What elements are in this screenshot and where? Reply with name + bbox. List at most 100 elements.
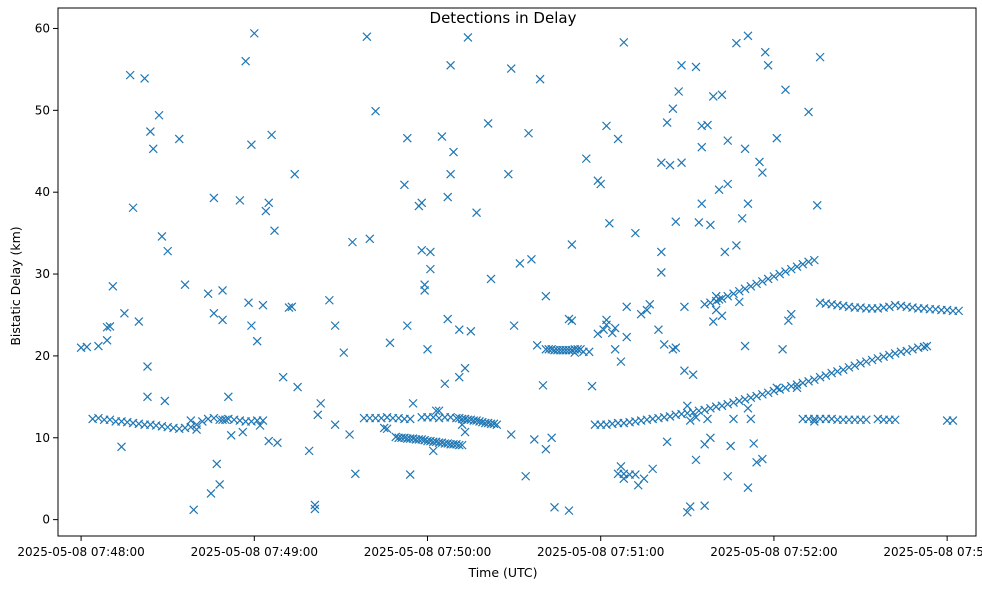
data-point: [705, 433, 715, 443]
data-point: [815, 372, 825, 382]
data-point: [639, 474, 649, 484]
data-point: [529, 434, 539, 444]
data-point: [685, 502, 695, 511]
data-point: [919, 342, 929, 352]
data-point: [740, 144, 750, 154]
data-point: [382, 424, 392, 434]
data-point: [186, 416, 196, 426]
data-point: [402, 133, 412, 143]
data-point: [726, 441, 736, 451]
y-tick-label: 10: [35, 431, 50, 445]
data-point: [812, 200, 822, 210]
data-point: [740, 341, 750, 351]
data-point: [515, 258, 525, 268]
data-point: [93, 413, 103, 423]
data-point: [472, 208, 482, 218]
data-point: [160, 396, 170, 406]
data-point: [700, 501, 710, 511]
data-point: [93, 341, 103, 351]
data-point: [838, 365, 848, 375]
data-point: [261, 206, 271, 216]
data-point: [778, 344, 788, 354]
data-point: [856, 358, 865, 368]
data-point: [630, 228, 640, 238]
data-point: [434, 406, 444, 416]
data-point: [616, 461, 626, 471]
data-markers: [76, 28, 964, 517]
data-point: [743, 483, 753, 493]
data-point: [723, 471, 733, 481]
data-point: [264, 198, 274, 208]
data-point: [752, 457, 762, 467]
data-point: [362, 32, 372, 42]
data-point: [417, 198, 427, 208]
data-point: [443, 314, 453, 324]
data-point: [454, 325, 464, 335]
data-point: [757, 454, 767, 464]
data-point: [705, 220, 715, 230]
plot-frame: [57, 7, 977, 537]
data-point: [125, 70, 135, 80]
data-point: [772, 133, 782, 143]
data-point: [636, 309, 646, 319]
data-point: [460, 363, 470, 373]
data-point: [475, 416, 484, 426]
data-point: [524, 128, 533, 138]
data-point: [316, 398, 326, 408]
data-point: [449, 147, 458, 157]
x-tick-label: 2025-05-08 07:50:00: [364, 545, 491, 559]
x-tick-label: 2025-05-08 07:52:00: [710, 545, 837, 559]
data-point: [703, 414, 712, 424]
data-point: [890, 415, 900, 425]
data-point: [541, 291, 551, 301]
data-point: [604, 218, 614, 228]
data-point: [682, 507, 692, 517]
data-point: [423, 344, 432, 354]
data-point: [550, 502, 559, 512]
data-point: [731, 38, 741, 48]
data-point: [267, 130, 277, 140]
data-point: [602, 121, 611, 131]
data-point: [743, 31, 753, 41]
data-point: [729, 414, 738, 424]
data-point: [827, 368, 837, 378]
data-point: [446, 169, 456, 179]
data-point: [339, 348, 349, 358]
data-point: [252, 336, 262, 346]
data-point: [521, 471, 531, 481]
data-point: [310, 500, 320, 510]
data-point: [659, 340, 669, 349]
data-point: [809, 375, 819, 385]
data-point: [405, 414, 415, 424]
data-point: [581, 154, 591, 164]
data-point: [532, 340, 542, 350]
data-point: [772, 383, 782, 393]
data-point: [486, 274, 496, 284]
data-point: [206, 489, 216, 498]
x-tick-label: 2025-05-08 07:49:00: [191, 545, 318, 559]
data-point: [884, 350, 894, 360]
data-point: [128, 203, 138, 213]
y-axis: 0 10 20 30 40 50 60: [35, 21, 58, 527]
data-point: [235, 195, 245, 205]
data-point: [564, 506, 574, 516]
data-point: [697, 199, 707, 209]
data-point: [954, 306, 964, 316]
data-point: [755, 157, 764, 167]
data-point: [873, 353, 883, 363]
data-point: [610, 323, 620, 333]
data-point: [783, 316, 793, 326]
y-tick-label: 0: [42, 513, 50, 527]
data-point: [460, 427, 470, 437]
data-point: [654, 325, 663, 335]
data-point: [763, 60, 773, 70]
data-point: [844, 362, 854, 372]
data-point: [189, 505, 199, 515]
data-point: [792, 383, 802, 393]
data-point: [867, 355, 877, 365]
data-point: [922, 341, 932, 351]
data-point: [212, 459, 222, 469]
data-point: [119, 308, 129, 318]
data-point: [82, 342, 92, 352]
data-point: [734, 297, 744, 307]
